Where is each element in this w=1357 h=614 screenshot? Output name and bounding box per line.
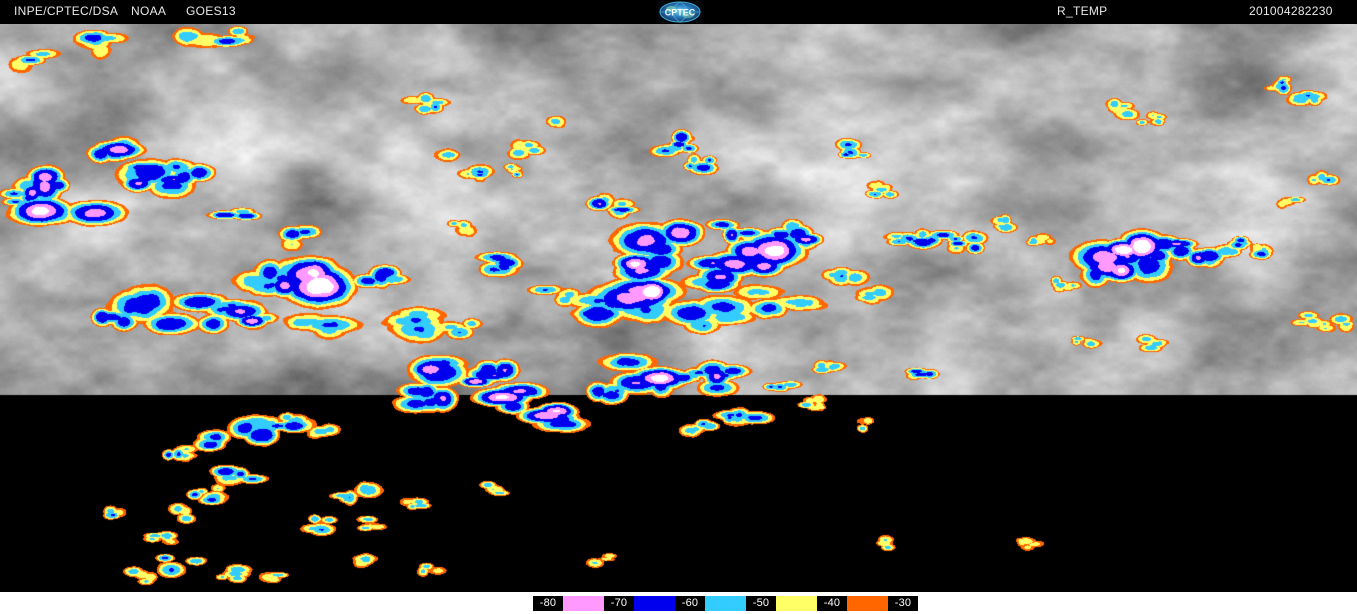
timestamp-label: 201004282230 (1249, 4, 1333, 18)
legend-tick-minus40: -40 (817, 596, 847, 611)
legend-tick-minus30: -30 (888, 596, 918, 611)
satellite-label: GOES13 (186, 4, 236, 18)
legend-bar: -80 -70 -60 -50 -40 -30 Temp. Celsius (0, 592, 1357, 614)
institution-label: INPE/CPTEC/DSA (14, 4, 119, 18)
legend-tick-minus50: -50 (746, 596, 776, 611)
legend-tick-minus80: -80 (533, 596, 563, 611)
cptec-logo-icon: CPTEC (658, 1, 702, 23)
legend-swatch-cyan (705, 596, 746, 611)
color-scale: -80 -70 -60 -50 -40 -30 (533, 596, 918, 611)
agency-label: NOAA (131, 4, 167, 18)
satellite-image-canvas (0, 24, 1357, 592)
product-label: R_TEMP (1057, 4, 1108, 18)
svg-text:CPTEC: CPTEC (665, 8, 696, 18)
goes13-infrared-satellite-image (0, 24, 1357, 592)
legend-swatch-blue (634, 596, 675, 611)
legend-tick-minus60: -60 (675, 596, 705, 611)
legend-swatch-yellow (776, 596, 817, 611)
legend-swatch-pink (563, 596, 604, 611)
legend-tick-minus70: -70 (604, 596, 634, 611)
legend-swatch-orange (847, 596, 888, 611)
